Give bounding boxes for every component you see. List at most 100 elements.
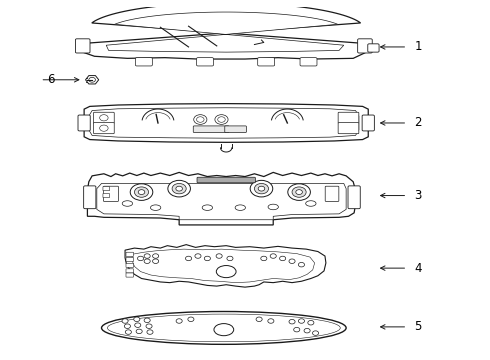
FancyBboxPatch shape: [103, 186, 119, 202]
Ellipse shape: [144, 259, 150, 264]
Ellipse shape: [134, 187, 148, 197]
Ellipse shape: [289, 319, 295, 324]
Polygon shape: [97, 184, 346, 220]
Ellipse shape: [124, 324, 130, 328]
Ellipse shape: [254, 184, 269, 194]
Ellipse shape: [294, 327, 300, 332]
Ellipse shape: [250, 180, 273, 197]
Ellipse shape: [298, 319, 304, 323]
FancyBboxPatch shape: [196, 58, 214, 66]
Ellipse shape: [152, 254, 159, 258]
Ellipse shape: [298, 262, 304, 267]
Polygon shape: [87, 172, 356, 225]
FancyBboxPatch shape: [368, 44, 379, 52]
FancyBboxPatch shape: [126, 273, 133, 277]
Ellipse shape: [99, 125, 108, 131]
Ellipse shape: [168, 180, 191, 197]
FancyBboxPatch shape: [75, 39, 90, 53]
Ellipse shape: [136, 329, 142, 334]
FancyBboxPatch shape: [103, 186, 110, 191]
Ellipse shape: [227, 256, 233, 261]
Ellipse shape: [150, 205, 161, 210]
Ellipse shape: [122, 201, 133, 206]
FancyBboxPatch shape: [358, 39, 372, 53]
Ellipse shape: [308, 320, 314, 325]
FancyBboxPatch shape: [258, 58, 274, 66]
Ellipse shape: [186, 256, 192, 261]
Ellipse shape: [214, 324, 234, 336]
Ellipse shape: [147, 330, 153, 334]
Ellipse shape: [138, 190, 145, 194]
Ellipse shape: [268, 204, 278, 210]
FancyBboxPatch shape: [197, 177, 255, 183]
Ellipse shape: [122, 319, 128, 323]
FancyBboxPatch shape: [78, 115, 90, 131]
FancyBboxPatch shape: [135, 58, 152, 66]
Ellipse shape: [288, 184, 310, 201]
Ellipse shape: [172, 184, 186, 194]
Ellipse shape: [196, 117, 204, 122]
Ellipse shape: [270, 254, 276, 258]
FancyBboxPatch shape: [94, 123, 114, 134]
FancyBboxPatch shape: [94, 112, 114, 123]
Polygon shape: [83, 3, 365, 59]
Text: 3: 3: [415, 189, 422, 202]
FancyBboxPatch shape: [126, 257, 133, 262]
FancyBboxPatch shape: [338, 112, 359, 123]
Ellipse shape: [144, 254, 150, 258]
Ellipse shape: [195, 254, 201, 258]
Polygon shape: [89, 108, 359, 138]
FancyBboxPatch shape: [126, 263, 133, 267]
Text: 4: 4: [415, 262, 422, 275]
Ellipse shape: [313, 331, 318, 336]
Ellipse shape: [218, 117, 225, 122]
Polygon shape: [86, 76, 98, 84]
Ellipse shape: [134, 317, 140, 321]
Polygon shape: [125, 245, 326, 287]
Polygon shape: [84, 104, 368, 142]
Ellipse shape: [306, 201, 316, 206]
FancyBboxPatch shape: [338, 123, 359, 134]
Ellipse shape: [101, 311, 346, 344]
Ellipse shape: [152, 259, 159, 264]
Ellipse shape: [280, 256, 286, 261]
Ellipse shape: [304, 328, 310, 333]
Ellipse shape: [130, 184, 153, 201]
Ellipse shape: [188, 317, 194, 321]
Text: 2: 2: [415, 117, 422, 130]
Ellipse shape: [292, 187, 306, 197]
Ellipse shape: [289, 259, 295, 264]
Text: 5: 5: [415, 320, 422, 333]
FancyBboxPatch shape: [103, 193, 110, 198]
FancyBboxPatch shape: [325, 186, 339, 202]
FancyBboxPatch shape: [348, 186, 360, 209]
FancyBboxPatch shape: [126, 252, 133, 256]
Ellipse shape: [202, 205, 213, 210]
FancyBboxPatch shape: [225, 126, 246, 132]
Text: 6: 6: [48, 73, 55, 86]
Ellipse shape: [215, 115, 228, 124]
FancyBboxPatch shape: [300, 58, 317, 66]
Ellipse shape: [204, 256, 210, 261]
Ellipse shape: [235, 205, 245, 210]
Ellipse shape: [176, 319, 182, 323]
Ellipse shape: [146, 324, 152, 328]
Ellipse shape: [258, 186, 265, 191]
FancyBboxPatch shape: [362, 115, 374, 131]
Ellipse shape: [176, 186, 182, 191]
Ellipse shape: [296, 190, 302, 194]
Ellipse shape: [194, 115, 207, 124]
Ellipse shape: [268, 319, 274, 323]
Ellipse shape: [261, 256, 267, 261]
Ellipse shape: [256, 317, 262, 321]
FancyBboxPatch shape: [126, 269, 133, 273]
Text: 1: 1: [415, 40, 422, 53]
Ellipse shape: [216, 266, 236, 278]
Polygon shape: [106, 12, 344, 52]
FancyBboxPatch shape: [84, 186, 96, 209]
Ellipse shape: [99, 115, 108, 121]
Ellipse shape: [135, 323, 141, 327]
Ellipse shape: [144, 318, 150, 323]
FancyBboxPatch shape: [193, 126, 229, 132]
Ellipse shape: [125, 330, 131, 334]
